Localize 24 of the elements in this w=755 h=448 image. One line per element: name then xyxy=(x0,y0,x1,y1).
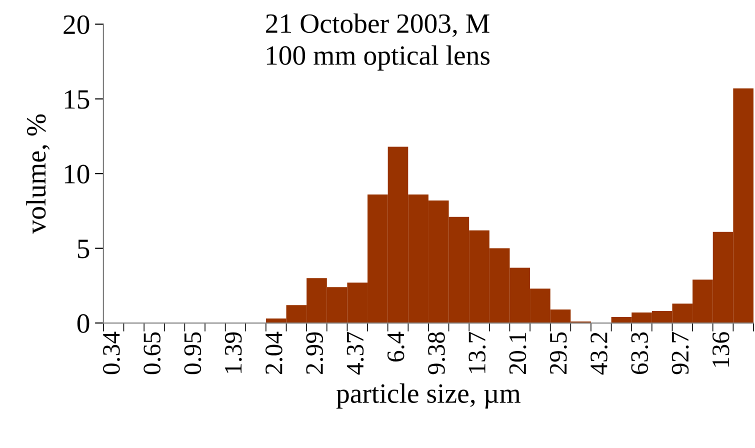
y-tick-label: 15 xyxy=(64,90,90,109)
y-axis-title: volume, % xyxy=(26,114,50,234)
x-tick-label: 136 xyxy=(712,332,730,367)
x-tick-label: 0.34 xyxy=(102,332,120,374)
x-tick-label: 1.39 xyxy=(224,332,242,373)
x-tick-label: 6.4 xyxy=(387,332,404,362)
x-tick-label: 4.37 xyxy=(346,332,364,375)
y-tick-label: 20 xyxy=(64,15,90,34)
chart-title: 21 October 2003, M 100 mm optical lens xyxy=(266,13,490,71)
x-tick-label: 43.2 xyxy=(590,332,608,375)
x-tick-label: 0.65 xyxy=(144,332,161,374)
x-tick-label: 2.99 xyxy=(306,332,324,374)
y-tick-label: 0 xyxy=(77,314,90,333)
y-tick-label: 5 xyxy=(78,240,90,258)
x-tick-label: 29.5 xyxy=(550,332,567,374)
x-tick-label: 9.38 xyxy=(428,332,445,374)
x-tick-label: 92.7 xyxy=(672,332,689,374)
y-tick-label: 10 xyxy=(64,164,90,184)
x-tick-label: 13.7 xyxy=(468,332,486,373)
x-tick-label: 20.1 xyxy=(509,332,526,374)
x-tick-label: 2.04 xyxy=(265,332,282,374)
x-axis-title: particle size, µm xyxy=(336,383,520,409)
x-tick-label: 0.95 xyxy=(184,332,202,374)
x-tick-label: 63.3 xyxy=(631,332,648,374)
